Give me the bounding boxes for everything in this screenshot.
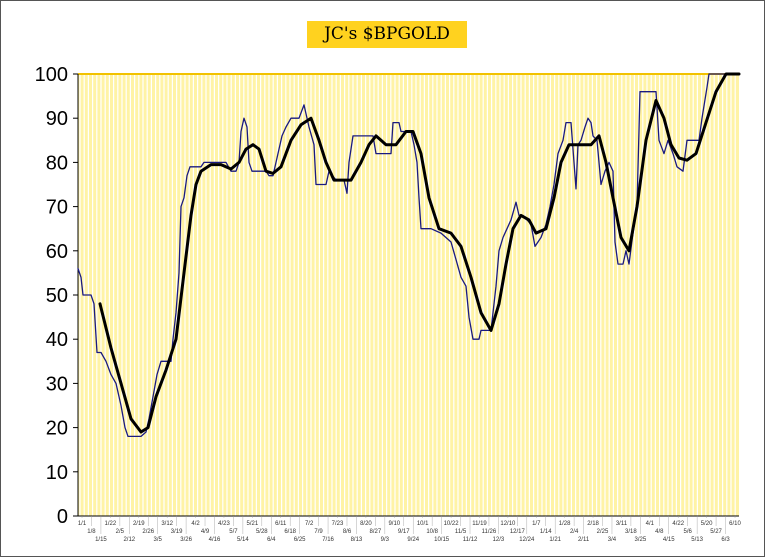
y-tick-label: 10 bbox=[46, 462, 68, 484]
x-tick-label: 11/5 bbox=[455, 529, 467, 535]
x-tick-label: 12/3 bbox=[493, 537, 505, 543]
y-tick-label: 20 bbox=[46, 418, 68, 440]
x-tick-label: 10/8 bbox=[426, 529, 438, 535]
x-tick-label: 4/23 bbox=[218, 521, 230, 527]
x-tick-label: 9/24 bbox=[407, 537, 419, 543]
x-tick-label: 3/25 bbox=[635, 537, 647, 543]
x-tick-label: 11/12 bbox=[463, 537, 478, 543]
x-tick-label: 2/19 bbox=[133, 521, 145, 527]
x-tick-label: 5/21 bbox=[247, 521, 259, 527]
x-tick-label: 1/1 bbox=[78, 521, 87, 527]
x-tick-label: 10/15 bbox=[434, 537, 450, 543]
x-tick-label: 2/25 bbox=[597, 529, 609, 535]
x-tick-label: 2/18 bbox=[587, 521, 599, 527]
x-tick-label: 9/17 bbox=[398, 529, 410, 535]
x-tick-label: 3/4 bbox=[608, 537, 617, 543]
x-tick-label: 5/27 bbox=[710, 529, 722, 535]
x-tick-label: 2/12 bbox=[123, 537, 135, 543]
x-tick-label: 10/1 bbox=[417, 521, 429, 527]
y-tick-label: 30 bbox=[46, 373, 68, 395]
x-tick-label: 2/26 bbox=[142, 529, 154, 535]
x-tick-label: 8/20 bbox=[360, 521, 372, 527]
x-tick-label: 8/27 bbox=[370, 529, 382, 535]
x-tick-label: 11/26 bbox=[482, 529, 497, 535]
y-tick-label: 100 bbox=[35, 64, 68, 86]
y-tick-label: 50 bbox=[46, 285, 68, 307]
x-tick-label: 3/18 bbox=[625, 529, 637, 535]
x-tick-label: 8/6 bbox=[343, 529, 352, 535]
x-tick-label: 6/25 bbox=[294, 537, 306, 543]
x-tick-label: 9/3 bbox=[381, 537, 390, 543]
y-tick-label: 60 bbox=[46, 241, 68, 263]
x-tick-label: 5/20 bbox=[701, 521, 713, 527]
x-tick-label: 7/23 bbox=[332, 521, 344, 527]
x-tick-label: 6/11 bbox=[275, 521, 287, 527]
x-tick-label: 1/22 bbox=[105, 521, 117, 527]
x-tick-label: 1/15 bbox=[95, 537, 107, 543]
x-tick-label: 3/12 bbox=[161, 521, 173, 527]
x-tick-label: 7/16 bbox=[322, 537, 334, 543]
x-tick-label: 8/13 bbox=[351, 537, 363, 543]
x-tick-label: 12/24 bbox=[519, 537, 535, 543]
series-line-moving-average bbox=[98, 72, 741, 434]
x-tick-label: 4/16 bbox=[209, 537, 221, 543]
y-tick-label: 80 bbox=[46, 152, 68, 174]
x-tick-label: 4/22 bbox=[672, 521, 684, 527]
x-tick-label: 5/13 bbox=[691, 537, 703, 543]
x-tick-label: 3/26 bbox=[180, 537, 192, 543]
x-tick-label: 11/19 bbox=[472, 521, 487, 527]
x-tick-label: 4/15 bbox=[663, 537, 675, 543]
x-tick-label: 1/8 bbox=[87, 529, 96, 535]
x-tick-label: 5/7 bbox=[229, 529, 238, 535]
x-tick-label: 12/17 bbox=[510, 529, 526, 535]
x-tick-label: 6/4 bbox=[267, 537, 276, 543]
y-tick-label: 70 bbox=[46, 197, 68, 219]
x-tick-label: 2/4 bbox=[570, 529, 579, 535]
x-tick-label: 4/2 bbox=[191, 521, 200, 527]
y-tick-label: 0 bbox=[57, 506, 68, 528]
x-tick-label: 3/5 bbox=[154, 537, 163, 543]
x-tick-label: 1/28 bbox=[559, 521, 571, 527]
x-tick-label: 10/22 bbox=[444, 521, 460, 527]
x-tick-label: 1/14 bbox=[540, 529, 552, 535]
x-tick-label: 6/18 bbox=[284, 529, 296, 535]
series-line-bpgold bbox=[77, 73, 740, 438]
x-tick-label: 6/3 bbox=[721, 537, 730, 543]
x-tick-label: 4/8 bbox=[655, 529, 664, 535]
x-tick-label: 9/10 bbox=[388, 521, 400, 527]
x-tick-label: 1/7 bbox=[532, 521, 541, 527]
x-tick-label: 7/2 bbox=[305, 521, 314, 527]
x-tick-label: 3/19 bbox=[171, 529, 183, 535]
x-tick-label: 4/9 bbox=[201, 529, 210, 535]
y-tick-label: 90 bbox=[46, 108, 68, 130]
x-tick-label: 2/11 bbox=[578, 537, 590, 543]
x-tick-label: 1/21 bbox=[549, 537, 561, 543]
plot-area bbox=[78, 74, 739, 516]
y-tick-label: 40 bbox=[46, 329, 68, 351]
x-tick-label: 3/11 bbox=[616, 521, 628, 527]
x-tick-label: 5/14 bbox=[237, 537, 249, 543]
chart-title: JC's $BPGOLD bbox=[307, 21, 467, 48]
x-tick-label: 5/6 bbox=[684, 529, 693, 535]
x-tick-label: 12/10 bbox=[500, 521, 516, 527]
x-tick-label: 6/10 bbox=[729, 521, 741, 527]
x-tick-label: 7/9 bbox=[314, 529, 323, 535]
x-tick-label: 5/28 bbox=[256, 529, 268, 535]
x-tick-label: 2/5 bbox=[116, 529, 125, 535]
x-tick-label: 4/1 bbox=[646, 521, 655, 527]
